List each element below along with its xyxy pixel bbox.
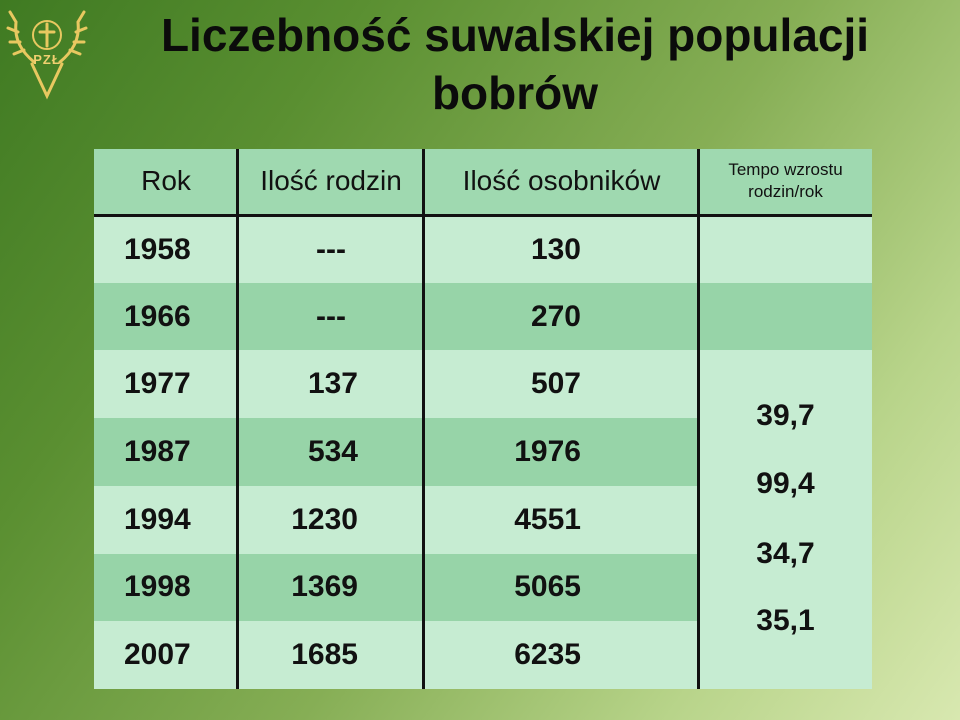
- growth-rate-value: 35,1: [756, 604, 815, 637]
- header-growth-rate: Tempo wzrostu rodzin/rok: [699, 149, 872, 217]
- cell-families: 534: [307, 434, 358, 468]
- cell-year: 1958: [124, 232, 191, 266]
- cell-families: ---: [316, 299, 346, 333]
- cell-rate: [699, 350, 872, 419]
- cell-rate: [699, 621, 872, 689]
- table-header-row: Rok Ilość rodzin Ilość osobników Tempo w…: [94, 149, 872, 217]
- cell-year: 2007: [124, 638, 191, 672]
- beaver-population-table: Rok Ilość rodzin Ilość osobników Tempo w…: [94, 149, 872, 689]
- header-growth-rate-text: Tempo wzrostu rodzin/rok: [728, 160, 843, 202]
- cell-rate: [699, 485, 872, 554]
- cell-year: 1966: [124, 299, 191, 333]
- cell-year: 1998: [124, 570, 191, 604]
- column-divider: [422, 149, 425, 689]
- cell-families: 1369: [291, 570, 358, 604]
- cell-individuals: 6235: [514, 638, 581, 672]
- cell-individuals: 130: [530, 232, 581, 266]
- header-individuals: Ilość osobników: [424, 149, 699, 217]
- table-row: 1958 --- 130: [94, 215, 872, 283]
- cell-families: 1685: [291, 638, 358, 672]
- cell-rate: [699, 553, 872, 622]
- growth-rate-column: 39,7 99,4 34,7 35,1: [699, 149, 872, 689]
- cell-year: 1977: [124, 367, 191, 401]
- cell-individuals: 507: [530, 367, 581, 401]
- cell-rate: [699, 282, 872, 351]
- cell-families: ---: [316, 232, 346, 266]
- cell-families: 1230: [291, 502, 358, 536]
- cell-individuals: 270: [530, 299, 581, 333]
- cell-year: 1987: [124, 434, 191, 468]
- header-year: Rok: [94, 149, 238, 217]
- cell-families: 137: [307, 367, 358, 401]
- pzl-logo: PZŁ: [4, 2, 90, 100]
- cell-individuals: 1976: [514, 434, 581, 468]
- table-row: 2007 1685 6235: [94, 621, 872, 689]
- page-title: Liczebność suwalskiej populacji bobrów: [160, 9, 870, 119]
- table-row: 1987 534 1976: [94, 418, 872, 486]
- table-row: 1994 1230 4551: [94, 485, 872, 554]
- table-row: 1966 --- 270: [94, 282, 872, 351]
- table-row: 1977 137 507: [94, 350, 872, 419]
- growth-rate-value: 99,4: [756, 467, 815, 500]
- cell-year: 1994: [124, 502, 191, 536]
- header-families: Ilość rodzin: [238, 149, 424, 217]
- logo-text: PZŁ: [33, 52, 61, 67]
- column-divider: [236, 149, 239, 689]
- growth-rate-value: 34,7: [756, 537, 815, 570]
- cell-individuals: 5065: [514, 570, 581, 604]
- cell-rate: [699, 215, 872, 283]
- deer-antlers-cross-icon: [6, 10, 88, 100]
- growth-rate-value: 39,7: [756, 399, 815, 432]
- table-row: 1998 1369 5065: [94, 553, 872, 622]
- cell-individuals: 4551: [514, 502, 581, 536]
- cell-rate: [699, 418, 872, 486]
- column-divider: [697, 149, 700, 689]
